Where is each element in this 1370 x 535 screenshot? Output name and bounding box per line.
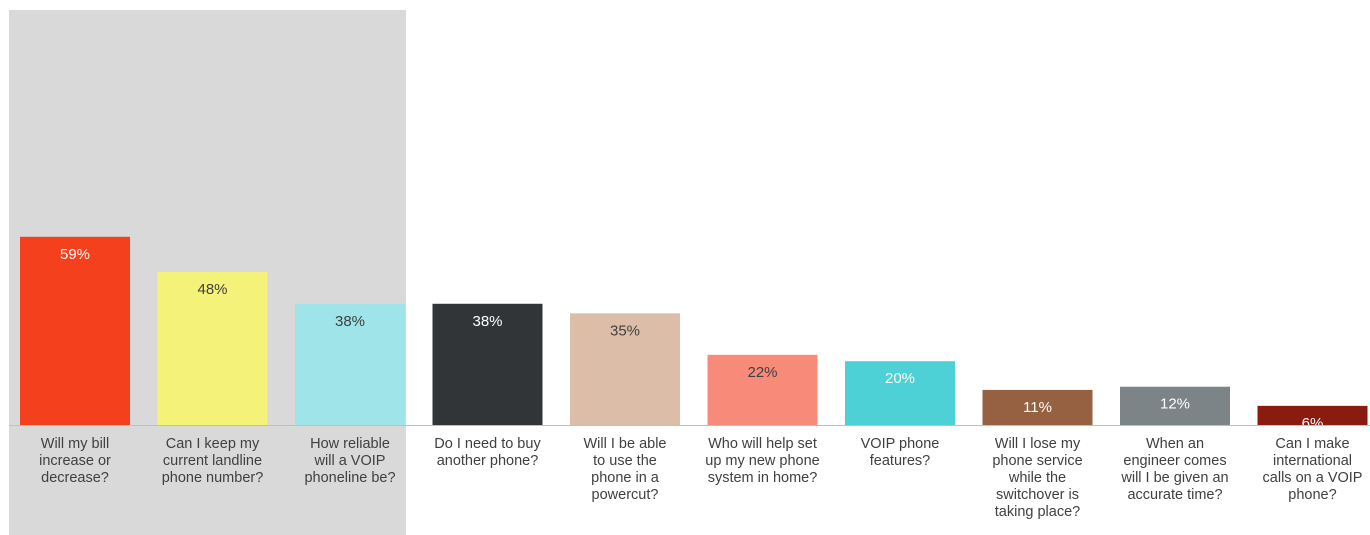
bar-3 — [295, 303, 405, 425]
bar-6 — [707, 354, 818, 425]
category-label-5: Will I be able to use the phone in a pow… — [583, 436, 667, 503]
category-label-7: VOIP phone features? — [860, 436, 940, 469]
value-label-3: 38% — [335, 313, 365, 330]
category-label-6: Who will help set up my new phone system… — [705, 436, 820, 486]
value-label-7: 20% — [885, 370, 915, 387]
value-label-5: 35% — [610, 322, 640, 339]
value-label-9: 12% — [1160, 396, 1190, 413]
bar-2 — [157, 271, 268, 425]
value-label-6: 22% — [747, 364, 777, 381]
bar-5 — [570, 313, 680, 425]
category-label-10: Can I make international calls on a VOIP… — [1262, 436, 1363, 503]
category-label-3: How reliable will a VOIP phoneline be? — [304, 436, 396, 486]
category-label-8: Will I lose my phone service while the s… — [992, 436, 1083, 520]
bar-10 — [1257, 405, 1368, 425]
value-label-2: 48% — [197, 281, 227, 298]
value-label-8: 11% — [1023, 399, 1052, 416]
bar-4 — [432, 303, 543, 425]
bar-1 — [20, 236, 130, 425]
bar-7 — [845, 361, 955, 425]
category-label-4: Do I need to buy another phone? — [434, 436, 541, 469]
value-labels-layer: 59% 48% 38% 38% 35% 22% 20% 11% 12% 6% — [60, 246, 1323, 432]
value-label-10: 6% — [1302, 415, 1324, 432]
bar-9 — [1120, 386, 1230, 425]
category-label-1: Will my bill increase or decrease? — [39, 436, 111, 486]
value-label-4: 38% — [472, 313, 502, 330]
category-label-9: When an engineer comes will I be given a… — [1121, 436, 1229, 503]
value-label-1: 59% — [60, 246, 90, 263]
category-label-2: Can I keep my current landline phone num… — [161, 436, 264, 486]
bar-8 — [982, 389, 1093, 425]
bars-layer — [20, 236, 1368, 425]
